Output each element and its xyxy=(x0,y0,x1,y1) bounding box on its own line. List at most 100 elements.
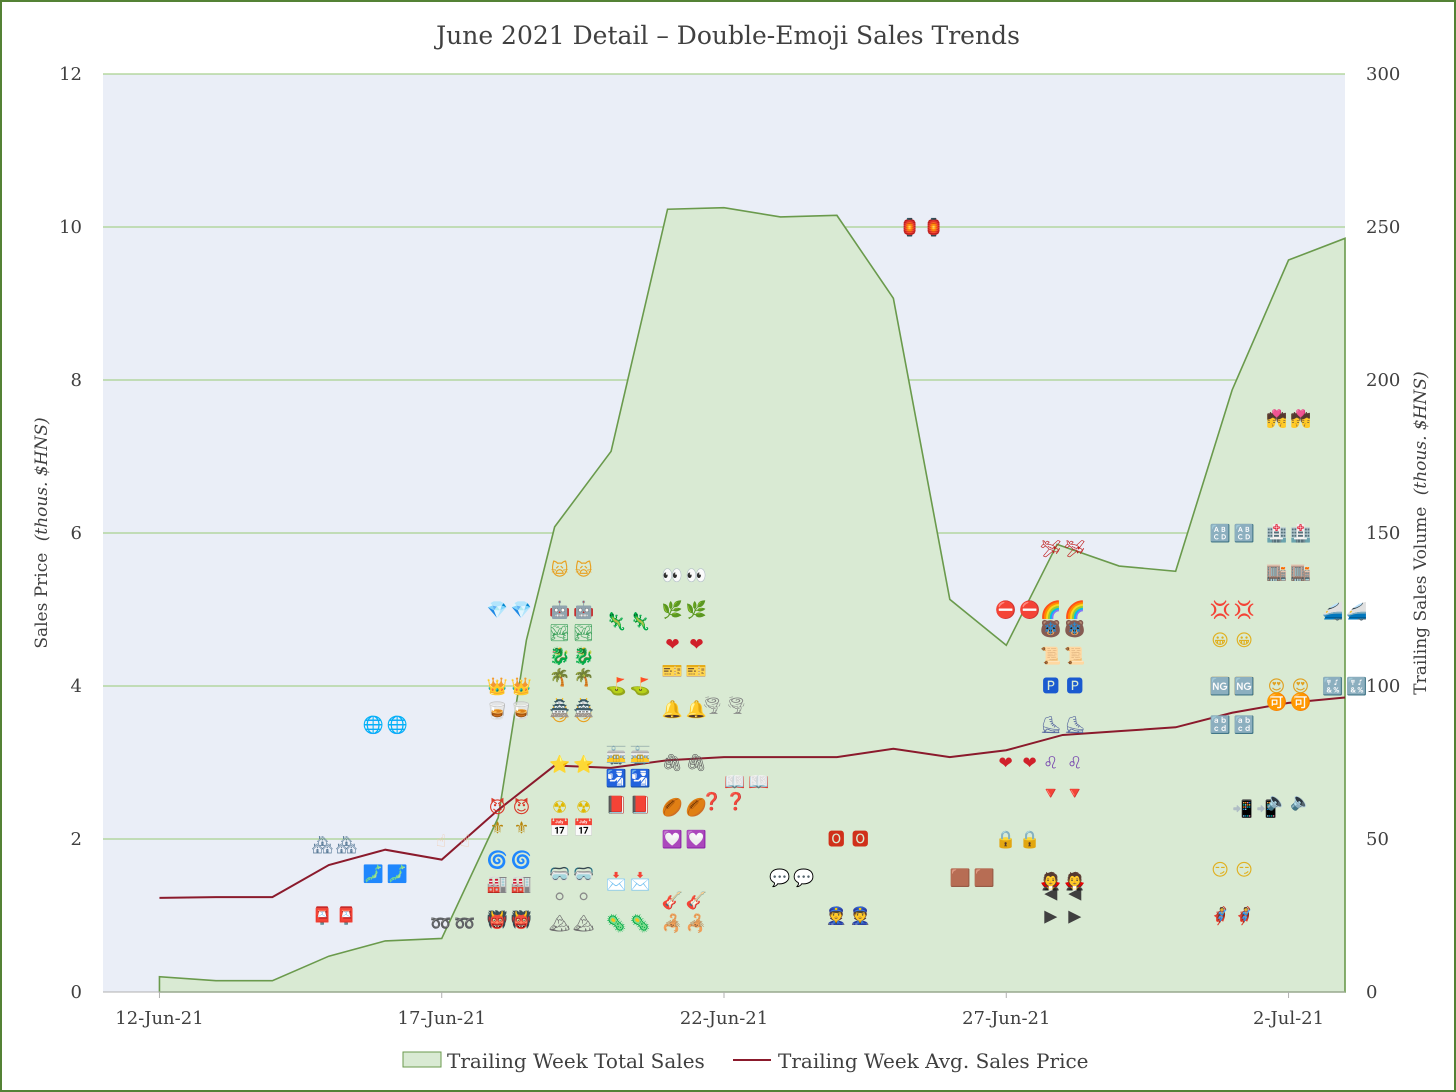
emoji-glyph: 📜 xyxy=(1040,646,1061,666)
emoji-sale-marker: 🟫 🟫 xyxy=(950,867,995,888)
emoji-sale-marker: 🌐 🌐 xyxy=(363,714,408,735)
emoji-sale-marker: 🚋 🚋 xyxy=(605,745,650,766)
x-tick-label: 22-Jun-21 xyxy=(680,1008,768,1029)
emoji-sale-marker: 🌴 🌴 xyxy=(549,667,594,688)
emoji-glyph: 🏥 xyxy=(1266,523,1287,544)
emoji-glyph: 🆖 xyxy=(1210,676,1231,697)
emoji-glyph: 👮 xyxy=(850,906,871,927)
emoji-glyph: 🟫 xyxy=(950,867,971,888)
emoji-sale-marker: 🏥 🏥 xyxy=(1266,523,1311,544)
emoji-sale-marker: 👹 👹 xyxy=(487,909,532,930)
legend: Trailing Week Total Sales Trailing Week … xyxy=(402,1049,1089,1073)
emoji-sale-marker: ⚜ ⚜ xyxy=(490,819,529,839)
emoji-sale-marker: 🔣 🔣 xyxy=(1322,676,1367,697)
emoji-glyph: ⚜ xyxy=(490,819,505,839)
emoji-glyph: 🛂 xyxy=(629,768,650,789)
emoji-glyph: 😍 xyxy=(1292,677,1310,697)
emoji-glyph: 🔈 xyxy=(1290,792,1311,812)
emoji-glyph: ❓ xyxy=(725,791,746,812)
emoji-sale-marker: 🥃 🥃 xyxy=(487,700,532,721)
emoji-sale-marker: 😈 😈 xyxy=(489,797,531,818)
emoji-glyph: 🌈 xyxy=(1040,600,1061,621)
emoji-glyph: 🌐 xyxy=(363,714,384,735)
emoji-sale-marker: 😍 😍 xyxy=(1268,677,1310,697)
y-tick-left: 6 xyxy=(71,523,82,544)
emoji-sale-marker: 🦸 🦸 xyxy=(1210,906,1255,927)
emoji-glyph: ❓ xyxy=(701,791,722,812)
emoji-sale-marker: 🗾 🗾 xyxy=(363,863,408,884)
emoji-glyph: 😀 xyxy=(1235,631,1253,651)
emoji-glyph: 🧛 xyxy=(1040,871,1061,892)
emoji-sale-marker: 🌪 🌪 xyxy=(701,696,747,716)
emoji-glyph: 🅿 xyxy=(1066,677,1083,697)
emoji-glyph: 🅾 xyxy=(852,830,869,850)
emoji-glyph: 🔻 xyxy=(1040,784,1061,804)
emoji-sale-marker: 📕 📕 xyxy=(605,796,650,816)
emoji-glyph: 🌀 xyxy=(511,850,532,871)
legend-label-avg-price: Trailing Week Avg. Sales Price xyxy=(778,1049,1089,1073)
emoji-glyph: ➿ xyxy=(430,914,451,934)
emoji-sale-marker: 👀 👀 xyxy=(662,566,707,586)
emoji-glyph: 🔡 xyxy=(1234,714,1255,735)
emoji-glyph: 😏 xyxy=(1235,861,1253,881)
emoji-sale-marker: ❤ ❤ xyxy=(998,754,1036,774)
emoji-glyph: 📅 xyxy=(573,818,594,839)
emoji-glyph: 🦂 xyxy=(662,913,683,934)
emoji-glyph: 📲 xyxy=(1256,798,1277,819)
emoji-glyph: 🅿 xyxy=(1042,677,1059,697)
emoji-glyph: 👀 xyxy=(686,566,707,586)
legend-label-total-sales: Trailing Week Total Sales xyxy=(447,1049,705,1073)
emoji-glyph: 📜 xyxy=(1064,646,1085,666)
emoji-glyph: 🔔 xyxy=(686,700,707,720)
total-sales-area xyxy=(158,206,1346,993)
emoji-glyph: 🏭 xyxy=(487,874,508,894)
emoji-glyph: 🔣 xyxy=(1322,676,1343,697)
emoji-glyph: ⛔ xyxy=(1019,600,1040,621)
emoji-glyph: 😍 xyxy=(1268,677,1286,697)
emoji-sale-marker: 😼 😼 xyxy=(551,705,593,726)
emoji-glyph: ◀ xyxy=(1044,884,1058,904)
emoji-glyph: 👑 xyxy=(487,677,508,697)
emoji-glyph: ⭐ xyxy=(573,754,594,775)
left-axis-label: Sales Price (thous. $HNS) xyxy=(32,417,52,648)
avg-price-line xyxy=(159,696,1346,899)
emoji-glyph: 📩 xyxy=(629,871,650,892)
emoji-glyph: 🥽 xyxy=(549,864,570,884)
emoji-sale-marker: ❤ ❤ xyxy=(665,635,703,655)
emoji-glyph: 🦎 xyxy=(605,611,626,632)
emoji-glyph: 🗾 xyxy=(387,863,408,884)
emoji-sale-marker: ☢ ☢ xyxy=(552,798,591,818)
emoji-glyph: 🚄 xyxy=(1322,601,1343,622)
emoji-sale-marker: 💢 💢 xyxy=(1210,600,1255,621)
emoji-sale-marker: 📩 📩 xyxy=(605,871,650,892)
legend-swatch-total-sales xyxy=(402,1051,442,1068)
emoji-glyph: 🖇 xyxy=(686,754,708,774)
emoji-glyph: 🌀 xyxy=(487,850,508,871)
emoji-glyph: ⛳ xyxy=(605,676,626,697)
emoji-sale-marker: 🆖 🆖 xyxy=(1210,676,1255,697)
total-sales-area-path xyxy=(158,206,1346,993)
emoji-glyph: 💬 xyxy=(769,867,790,888)
emoji-glyph: 📩 xyxy=(605,871,626,892)
emoji-sale-marker: 💎 💎 xyxy=(487,601,532,621)
emoji-glyph: 🎸 xyxy=(686,890,707,911)
emoji-glyph: ❄ xyxy=(1068,620,1082,640)
emoji-glyph: 🎫 xyxy=(686,662,707,682)
emoji-glyph: 👹 xyxy=(511,909,532,930)
emoji-glyph: 🔻 xyxy=(1064,784,1085,804)
x-tick-label: 12-Jun-21 xyxy=(115,1008,203,1029)
emoji-glyph: ☢ xyxy=(552,798,567,818)
emoji-glyph: 🤖 xyxy=(549,600,570,621)
emoji-sale-marker: 🚄 🚄 xyxy=(1322,601,1367,622)
y-tick-left: 10 xyxy=(59,217,82,238)
right-axis-label-unit: (thous. $HNS) xyxy=(1411,371,1431,495)
emoji-sale-marker: 🦎 🦎 xyxy=(605,611,650,632)
emoji-glyph: 🏬 xyxy=(1266,562,1287,582)
emoji-glyph: ❤ xyxy=(665,635,679,655)
emoji-sale-marker: 🅿 🅿 xyxy=(1042,677,1083,697)
x-tick-label: 2-Jul-21 xyxy=(1253,1008,1324,1029)
emoji-glyph: 🚋 xyxy=(605,745,626,766)
emoji-glyph: ⚪ xyxy=(576,887,590,907)
